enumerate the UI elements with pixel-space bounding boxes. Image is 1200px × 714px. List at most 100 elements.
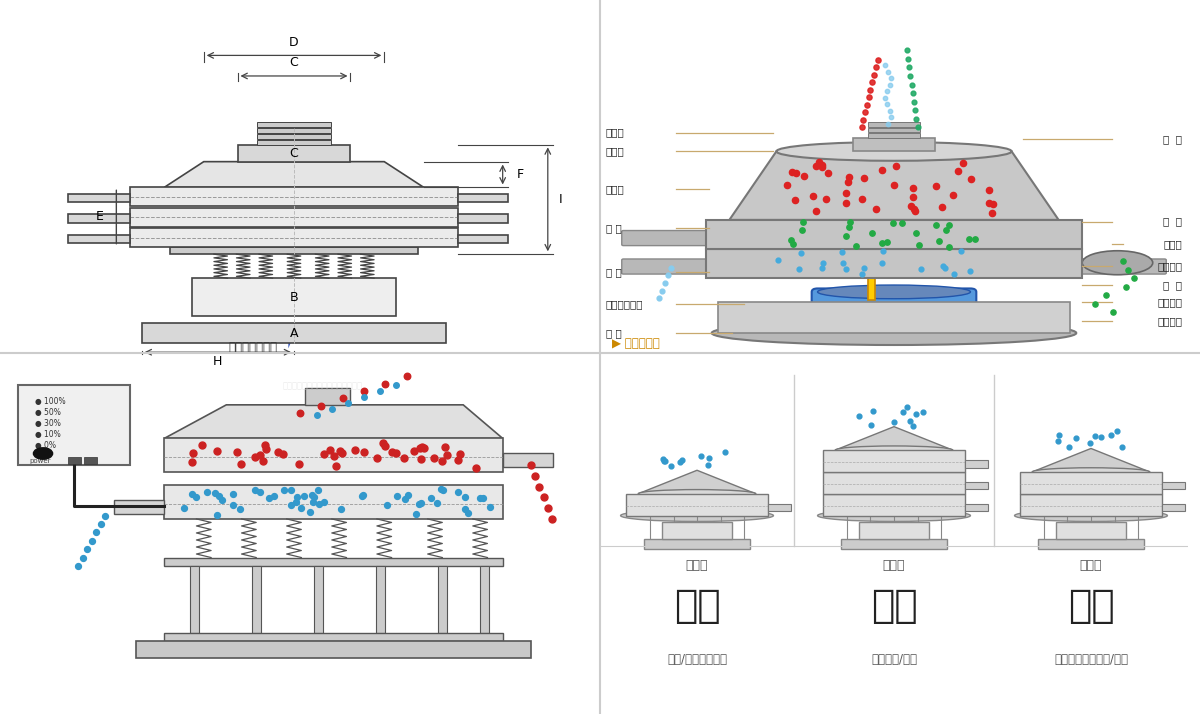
Point bbox=[884, 416, 904, 428]
Bar bbox=[131, 228, 457, 247]
Point bbox=[406, 508, 425, 519]
Polygon shape bbox=[288, 335, 292, 348]
Text: C: C bbox=[289, 56, 299, 69]
Point bbox=[790, 263, 809, 274]
Point bbox=[1116, 281, 1135, 293]
Bar bbox=[1038, 539, 1144, 549]
Point bbox=[473, 493, 492, 504]
Point bbox=[450, 448, 469, 459]
Point bbox=[877, 236, 896, 248]
Point bbox=[872, 257, 892, 268]
Point bbox=[282, 500, 301, 511]
Point bbox=[863, 227, 882, 238]
Text: 黄芪粉超声波振动筛工作原理示意图: 黄芪粉超声波振动筛工作原理示意图 bbox=[282, 381, 362, 391]
Point bbox=[376, 378, 395, 389]
Point bbox=[1114, 256, 1133, 267]
Text: C: C bbox=[289, 146, 299, 160]
Point bbox=[354, 386, 373, 397]
Text: 加重块: 加重块 bbox=[1163, 239, 1182, 249]
Point bbox=[1086, 298, 1105, 310]
Point bbox=[86, 527, 106, 538]
Text: 颗粒/粉末准确分级: 颗粒/粉末准确分级 bbox=[667, 653, 727, 666]
Bar bbox=[238, 144, 350, 161]
Text: 上部重锤: 上部重锤 bbox=[1157, 261, 1182, 271]
Point bbox=[839, 176, 858, 188]
Point bbox=[812, 262, 832, 273]
Point bbox=[649, 292, 668, 303]
Bar bbox=[257, 128, 331, 133]
Point bbox=[902, 182, 922, 193]
Ellipse shape bbox=[776, 142, 1012, 161]
Bar bbox=[68, 214, 131, 223]
Point bbox=[894, 406, 913, 417]
Point bbox=[961, 174, 980, 185]
Text: 篩  网: 篩 网 bbox=[1163, 134, 1182, 144]
Point bbox=[700, 453, 719, 464]
Point bbox=[862, 419, 881, 431]
Bar bbox=[1162, 503, 1186, 511]
Bar bbox=[868, 134, 920, 138]
Point bbox=[251, 449, 270, 461]
Point bbox=[654, 453, 673, 465]
Point bbox=[354, 391, 373, 403]
Bar bbox=[1020, 472, 1162, 494]
Polygon shape bbox=[835, 427, 953, 450]
Bar bbox=[644, 539, 750, 549]
Point bbox=[671, 456, 690, 468]
Point bbox=[448, 454, 467, 466]
Bar bbox=[164, 558, 503, 566]
Text: ● 10%: ● 10% bbox=[35, 431, 60, 439]
Bar bbox=[257, 122, 331, 127]
Bar bbox=[18, 385, 131, 466]
Point bbox=[906, 104, 925, 116]
Point bbox=[944, 268, 964, 280]
Point bbox=[301, 506, 320, 518]
Point bbox=[778, 179, 797, 191]
Text: 网  架: 网 架 bbox=[1163, 216, 1182, 226]
Point bbox=[840, 221, 859, 232]
Point bbox=[863, 406, 882, 417]
Point bbox=[854, 262, 874, 273]
Point bbox=[874, 246, 893, 257]
Point bbox=[768, 254, 787, 266]
Point bbox=[182, 456, 202, 468]
Point bbox=[833, 246, 852, 257]
Point bbox=[174, 503, 193, 514]
Bar bbox=[457, 235, 509, 243]
Point bbox=[836, 187, 856, 198]
Polygon shape bbox=[1032, 448, 1150, 472]
Text: ● 100%: ● 100% bbox=[35, 397, 65, 406]
Point bbox=[539, 503, 558, 514]
Point bbox=[312, 400, 331, 411]
Point bbox=[268, 446, 287, 458]
Text: I: I bbox=[559, 193, 563, 206]
Point bbox=[332, 393, 352, 404]
Bar bbox=[868, 278, 875, 301]
Point bbox=[1091, 431, 1110, 443]
Point bbox=[1124, 273, 1144, 284]
Point bbox=[331, 503, 350, 515]
Point bbox=[307, 409, 326, 421]
Bar bbox=[252, 566, 260, 633]
Bar bbox=[438, 566, 446, 633]
Point bbox=[282, 484, 301, 496]
Point bbox=[1067, 432, 1086, 443]
Point bbox=[806, 206, 826, 217]
Point bbox=[397, 371, 416, 382]
Point bbox=[812, 159, 832, 171]
Point bbox=[526, 471, 545, 482]
Point bbox=[246, 451, 265, 463]
Bar bbox=[868, 122, 920, 126]
Bar bbox=[192, 278, 396, 316]
Point bbox=[853, 268, 872, 279]
Point bbox=[901, 200, 920, 211]
Point bbox=[859, 91, 878, 103]
Point bbox=[314, 448, 334, 459]
Bar bbox=[257, 140, 331, 144]
Point bbox=[960, 233, 979, 244]
Point bbox=[715, 446, 734, 458]
Point bbox=[310, 498, 329, 509]
Text: 三层式: 三层式 bbox=[883, 559, 905, 572]
Point bbox=[230, 503, 250, 514]
Bar bbox=[823, 494, 965, 516]
